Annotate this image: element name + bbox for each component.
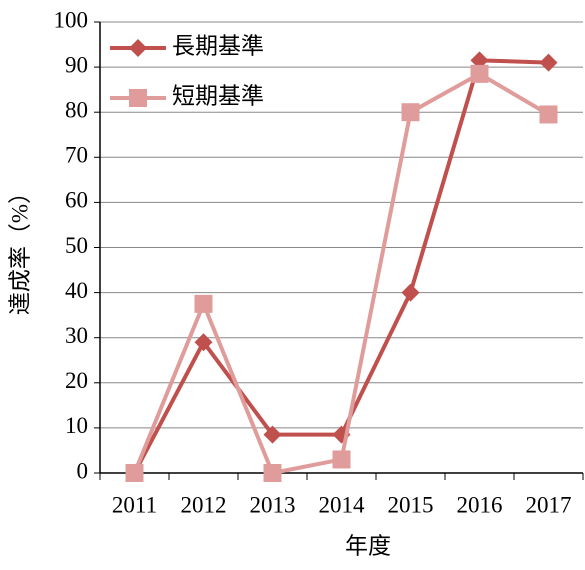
- y-tick-label: 20: [65, 368, 88, 393]
- marker: [470, 64, 489, 83]
- x-tick-label: 2012: [181, 492, 227, 517]
- legend-label: 長期基準: [172, 33, 264, 58]
- x-axis-label: 年度: [345, 533, 391, 558]
- marker: [401, 283, 420, 302]
- x-tick-label: 2013: [250, 492, 296, 517]
- y-tick-label: 40: [65, 278, 88, 303]
- series-line: [132, 58, 549, 474]
- y-tick-label: 30: [65, 323, 88, 348]
- marker: [263, 425, 282, 444]
- marker: [129, 89, 147, 107]
- marker: [401, 103, 420, 122]
- x-tick-label: 2015: [388, 492, 434, 517]
- y-tick-label: 90: [65, 52, 88, 77]
- marker: [194, 333, 213, 352]
- marker: [125, 464, 144, 482]
- marker: [263, 464, 282, 482]
- x-tick-label: 2016: [457, 492, 503, 517]
- marker: [539, 53, 558, 72]
- y-tick-label: 10: [65, 413, 88, 438]
- x-tick-label: 2014: [319, 492, 366, 517]
- y-tick-label: 80: [65, 97, 88, 122]
- x-tick-label: 2017: [526, 492, 572, 517]
- y-tick-label: 100: [54, 7, 89, 32]
- y-tick-label: 60: [65, 188, 88, 213]
- y-tick-label: 0: [77, 458, 89, 483]
- y-axis-label: 達成率（%）: [7, 181, 32, 315]
- marker: [470, 51, 489, 70]
- y-tick-label: 50: [65, 233, 88, 258]
- y-tick-label: 70: [65, 143, 88, 168]
- marker: [332, 450, 351, 469]
- series-line: [132, 71, 550, 475]
- marker: [194, 294, 213, 313]
- marker: [129, 39, 147, 57]
- x-tick-label: 2011: [112, 492, 157, 517]
- legend-label: 短期基準: [172, 83, 264, 108]
- marker: [539, 105, 558, 124]
